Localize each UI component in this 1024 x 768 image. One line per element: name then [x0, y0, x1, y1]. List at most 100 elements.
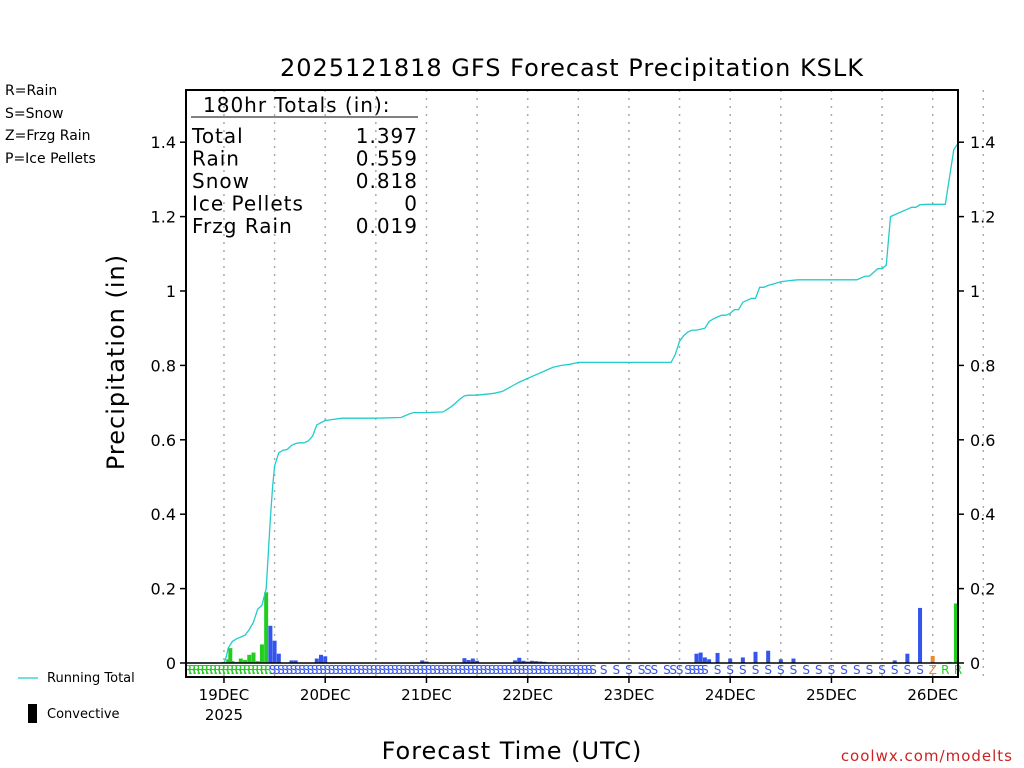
- precip-bar-r: [243, 660, 248, 663]
- precip-type-letter-r: R: [264, 663, 272, 677]
- precip-type-letter-r: R: [205, 663, 213, 677]
- precip-type-letter-s: S: [459, 663, 467, 677]
- precip-type-letter-s: S: [281, 663, 289, 677]
- precip-type-letter-r: R: [243, 663, 251, 677]
- precip-type-letter-s: S: [345, 663, 353, 677]
- precip-type-letter-r: R: [251, 663, 259, 677]
- precip-type-letter-s: S: [446, 663, 454, 677]
- x-tick-sublabel: 2025: [205, 706, 243, 724]
- x-tick-label: 23DEC: [604, 686, 655, 704]
- precip-type-letter-s: S: [463, 663, 471, 677]
- y-tick-label-left: 0.8: [151, 356, 176, 375]
- precip-bar-s: [420, 660, 425, 663]
- watermark: coolwx.com/modelts: [841, 747, 1013, 765]
- y-tick-label-right: 0.6: [970, 431, 995, 450]
- precip-type-letter-s: S: [534, 663, 542, 677]
- precip-bar-s: [728, 658, 733, 663]
- precip-type-letter-s: S: [395, 663, 403, 677]
- y-tick-label-right: 1.2: [970, 208, 995, 227]
- precip-type-letter-s: S: [585, 663, 593, 677]
- precip-type-letter-s: S: [319, 663, 327, 677]
- convective-legend-swatch: [28, 704, 37, 723]
- precip-type-letter-s: S: [644, 663, 652, 677]
- x-axis-label: Forecast Time (UTC): [382, 737, 643, 765]
- y-tick-label-left: 0.4: [151, 505, 176, 524]
- precip-bar-r: [226, 659, 231, 663]
- precip-bar-s: [268, 625, 273, 663]
- precip-type-letter-s: S: [840, 663, 848, 677]
- y-axis-ticks: 0 0 0.2 0.2 0.4 0.4 0.6 0.6 0.8 0.8 1 1 1.2 1.2 1.4 1.4: [151, 133, 996, 673]
- precip-type-letter-r: R: [184, 663, 192, 677]
- totals-box: 180hr Totals (in): Total 1.397 Rain 0.559 Sn…: [191, 93, 418, 238]
- precip-type-labels: RRRRRRRRRRRRRRRRRRRRSSSSSSSSSSSSSSSSSSSS…: [184, 663, 962, 677]
- precip-type-letter-s: S: [916, 663, 924, 677]
- precip-type-letter-r: R: [188, 663, 196, 677]
- x-tick-label: 22DEC: [502, 686, 553, 704]
- precip-type-letter-s: S: [273, 663, 281, 677]
- precip-bar-s: [470, 658, 475, 663]
- precip-type-letter-s: S: [853, 663, 861, 677]
- precip-type-letter-s: S: [701, 663, 709, 677]
- precip-bar-s: [462, 658, 467, 663]
- y-tick-label-left: 1.4: [151, 133, 176, 152]
- precip-type-letter-s: S: [526, 663, 534, 677]
- precip-type-letter-s: S: [518, 663, 526, 677]
- precip-type-letter-s: S: [828, 663, 836, 677]
- precip-bar-s: [293, 660, 298, 663]
- precip-type-letter-r: R: [230, 663, 238, 677]
- x-tick-label: 24DEC: [705, 686, 756, 704]
- precip-bar-r: [264, 592, 269, 663]
- precip-type-letter-r: R: [260, 663, 268, 677]
- precip-bar-s: [521, 660, 526, 663]
- precip-bar-r: [228, 648, 233, 663]
- precip-type-letter-r: R: [213, 663, 221, 677]
- totals-label: Rain: [192, 147, 240, 171]
- precip-bar-s: [715, 652, 720, 663]
- precip-type-letter-s: S: [676, 663, 684, 677]
- precip-type-letter-r: R: [247, 663, 255, 677]
- precip-type-letter-r: R: [192, 663, 200, 677]
- precip-bar-r: [247, 654, 252, 663]
- y-tick-label-right: 0.2: [970, 580, 995, 599]
- precip-type-letter-s: S: [904, 663, 912, 677]
- precip-type-letter-s: S: [501, 663, 509, 677]
- precip-bar-r: [953, 603, 958, 663]
- x-tick-label: 21DEC: [401, 686, 452, 704]
- convective-legend-label: Convective: [47, 707, 120, 722]
- totals-value: 0.559: [356, 147, 418, 171]
- precip-type-letter-s: S: [324, 663, 332, 677]
- precip-type-letter-s: S: [315, 663, 323, 677]
- plot-frame: [185, 89, 959, 678]
- precip-bar-r: [259, 644, 264, 663]
- precip-type-letter-s: S: [412, 663, 420, 677]
- chart-title: 2025121818 GFS Forecast Precipitation KS…: [280, 54, 864, 82]
- precip-type-letter-s: S: [547, 663, 555, 677]
- precip-bar-z: [930, 655, 935, 663]
- precip-bar-s: [778, 659, 783, 663]
- precip-bar-s: [702, 657, 707, 663]
- precip-type-letter-s: S: [336, 663, 344, 677]
- precip-type-letter-s: S: [450, 663, 458, 677]
- precip-type-letter-s: S: [488, 663, 496, 677]
- y-tick-label-left: 1: [166, 282, 176, 301]
- x-tick-label: 26DEC: [907, 686, 958, 704]
- y-axis-label: Precipitation (in): [102, 254, 130, 470]
- precip-bar-s: [276, 653, 281, 663]
- precip-type-letter-s: S: [294, 663, 302, 677]
- precip-bar-s: [517, 657, 522, 663]
- precip-type-letter-s: S: [650, 663, 658, 677]
- precip-type-letter-s: S: [684, 663, 692, 677]
- precip-type-letter-s: S: [551, 663, 559, 677]
- y-tick-label-left: 0: [166, 654, 176, 673]
- precip-type-letter-s: S: [349, 663, 357, 677]
- precip-type-letter-r: R: [218, 663, 226, 677]
- precip-type-letter-s: S: [370, 663, 378, 677]
- precip-type-letter-s: S: [387, 663, 395, 677]
- precip-bar-s: [698, 652, 703, 663]
- type-legend: R=Rain S=Snow Z=Frzg Rain P=Ice Pellets: [5, 83, 96, 167]
- precip-bar-s: [475, 660, 480, 663]
- precip-bar-r: [255, 661, 260, 663]
- precip-type-letter-s: S: [471, 663, 479, 677]
- precip-bar-s: [918, 607, 923, 663]
